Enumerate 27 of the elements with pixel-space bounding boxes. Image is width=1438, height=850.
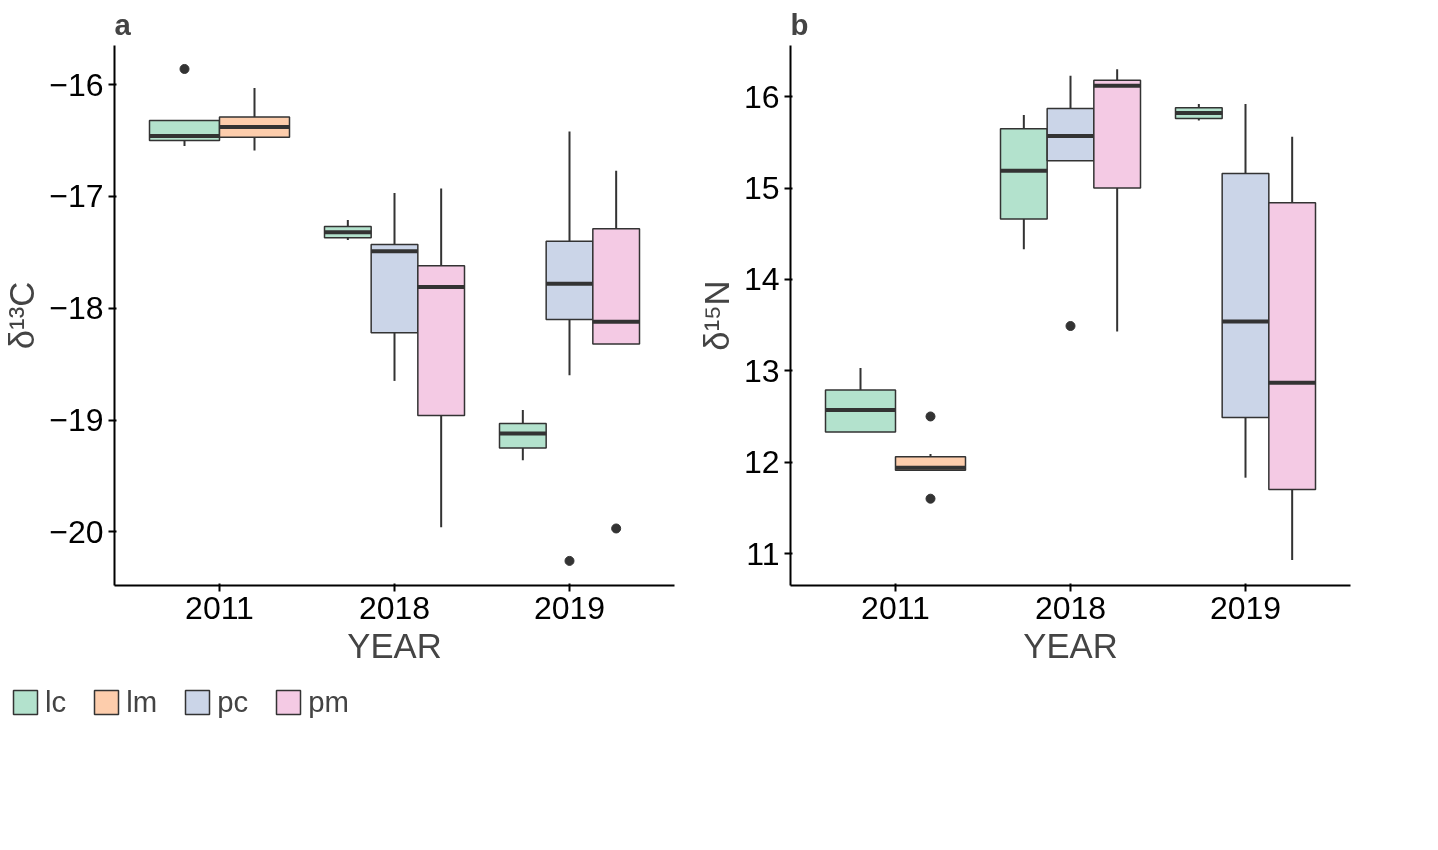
x-tick-label: 2018 (1034, 589, 1107, 626)
chart-title: a (114, 7, 132, 41)
x-tick-label: 2011 (185, 589, 254, 626)
chart-title: b (790, 7, 809, 41)
y-tick-label: 15 (743, 170, 780, 207)
x-axis-title: YEAR (347, 626, 442, 665)
x-tick-label: 2019 (533, 589, 606, 626)
y-tick-label: 11 (746, 535, 780, 572)
x-tick-label: 2011 (861, 589, 930, 626)
y-tick-label: −18 (49, 290, 104, 327)
y-axis-title: δ¹³C (3, 281, 42, 350)
y-tick-label: −17 (49, 178, 104, 215)
x-tick-label: 2018 (358, 589, 431, 626)
y-tick-label: 12 (743, 444, 780, 481)
legend-label: pm (308, 685, 349, 719)
x-tick-label: 2019 (1209, 589, 1282, 626)
legend-label: lm (126, 685, 158, 719)
y-axis-title: δ¹⁵N (697, 280, 736, 351)
y-tick-label: 13 (743, 352, 780, 389)
y-tick-label: 16 (743, 78, 780, 115)
y-tick-label: −16 (49, 66, 104, 103)
y-tick-label: −20 (49, 513, 104, 550)
y-tick-label: 14 (743, 261, 780, 298)
x-axis-title: YEAR (1023, 626, 1118, 665)
y-tick-label: −19 (49, 402, 104, 439)
legend-label: pc (217, 685, 249, 719)
legend-label: lc (45, 685, 67, 719)
